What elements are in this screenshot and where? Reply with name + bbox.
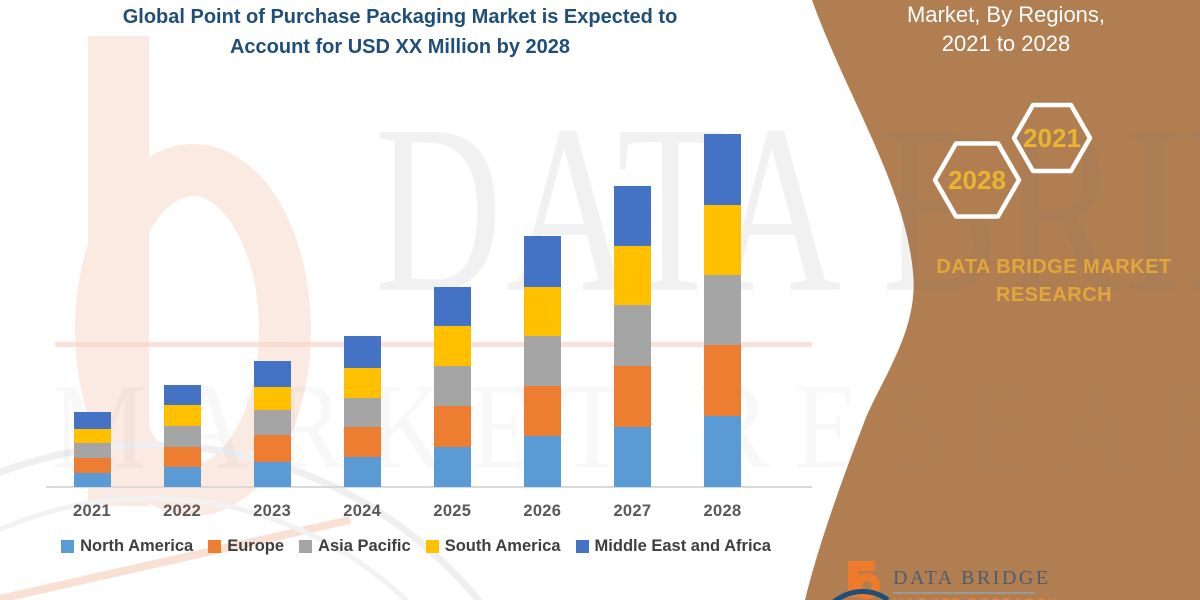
x-axis-label-2023: 2023 [253,502,292,520]
chart-title-line1: Global Point of Purchase Packaging Marke… [122,6,678,28]
legend-swatch [208,540,222,553]
legend-label: Europe [227,537,285,555]
legend-swatch [61,540,75,553]
footer-brand-text: DATA BRIDGE [893,567,1051,589]
x-axis-label-2028: 2028 [703,502,742,520]
legend-item-europe: Europe [208,537,284,556]
bar-segment-asia-pacific-2022 [163,426,201,447]
x-axis-line [46,486,812,488]
legend-swatch [425,540,439,553]
panel-brand-line1: DATA BRIDGE MARKET [936,256,1172,278]
bar-segment-middle-east-and-africa-2021 [73,412,111,429]
footer-logo-b-stem [848,561,859,597]
bar-segment-middle-east-and-africa-2027 [613,186,651,246]
footer-brand-underline [893,592,1035,594]
bar-segment-asia-pacific-2027 [613,305,651,366]
bar-segment-europe-2028 [704,345,741,416]
bar-segment-asia-pacific-2026 [523,336,561,386]
bar-segment-south-america-2028 [704,205,741,275]
bar-segment-north-america-2022 [163,467,201,487]
bar-segment-north-america-2023 [253,462,291,487]
legend-swatch [575,540,589,553]
bar-segment-north-america-2028 [704,416,741,487]
legend-swatch [299,540,313,553]
bar-segment-middle-east-and-africa-2028 [704,134,741,205]
legend-label: South America [444,537,561,555]
panel-brand-line2: RESEARCH [995,284,1113,306]
bar-segment-south-america-2026 [523,287,561,336]
footer-sub-text: MARKET RESEARCH [893,596,1060,600]
x-axis-label-2026: 2026 [523,502,562,520]
bar-segment-asia-pacific-2025 [433,366,471,406]
x-axis-label-2024: 2024 [343,502,382,520]
legend-label: North America [80,537,194,555]
bar-segment-asia-pacific-2023 [253,410,291,435]
bar-segment-north-america-2027 [613,427,651,487]
bar-segment-europe-2022 [163,447,201,467]
bar-segment-south-america-2023 [253,387,291,410]
bar-segment-middle-east-and-africa-2023 [253,361,291,387]
bar-segment-europe-2021 [73,458,111,473]
bar-segment-south-america-2022 [163,405,201,426]
footer-logo-b-bowl [854,573,880,599]
legend-item-north-america: North America [61,537,193,556]
legend-item-asia-pacific: Asia Pacific [299,537,411,556]
chart-title: Global Point of Purchase Packaging Marke… [30,2,770,62]
footer-logo-swoosh [832,588,890,600]
bar-segment-south-america-2024 [343,368,381,398]
bar-segment-middle-east-and-africa-2022 [163,385,201,405]
bar-segment-europe-2024 [343,427,381,457]
bar-segment-north-america-2026 [523,436,561,487]
bar-segment-north-america-2021 [73,473,111,487]
panel-heading-line1: Market, By Regions, [906,2,1106,27]
bar-segment-north-america-2025 [433,447,471,487]
bar-segment-asia-pacific-2021 [73,443,111,458]
bar-segment-europe-2023 [253,435,291,462]
bar-segment-middle-east-and-africa-2025 [433,287,471,326]
footer-logo-b-top [848,561,875,571]
bar-segment-south-america-2021 [73,429,111,443]
x-axis-label-2021: 2021 [73,502,111,520]
x-axis-label-2027: 2027 [613,502,652,520]
bar-segment-europe-2027 [613,366,651,427]
chart-title-line2: Account for USD XX Million by 2028 [229,36,571,58]
hexagon-2028-year: 2028 [948,165,1006,195]
bar-segment-north-america-2024 [343,457,381,487]
bar-segment-middle-east-and-africa-2024 [343,336,381,368]
panel-heading-line2: 2021 to 2028 [941,31,1071,56]
bar-segment-europe-2025 [433,406,471,447]
legend-label: Asia Pacific [318,537,411,555]
bar-segment-asia-pacific-2028 [704,275,741,345]
legend-label: Middle East and Africa [594,537,771,555]
bar-segment-south-america-2027 [613,246,651,305]
bar-segment-asia-pacific-2024 [343,398,381,427]
bar-segment-middle-east-and-africa-2026 [523,236,561,287]
bar-segment-europe-2026 [523,386,561,436]
x-axis-label-2025: 2025 [433,502,472,520]
legend-item-south-america: South America [425,537,561,556]
panel-heading: Market, By Regions, 2021 to 2028 [810,0,1200,58]
bar-segment-south-america-2025 [433,326,471,366]
legend-item-middle-east-and-africa: Middle East and Africa [575,537,771,556]
panel-brand-text: DATA BRIDGE MARKET RESEARCH [908,253,1200,309]
hexagon-2021-year: 2021 [1023,123,1081,153]
x-axis-label-2022: 2022 [163,502,202,520]
chart-legend: North America Europe Asia Pacific South Ame… [44,537,788,556]
brown-panel-path [805,0,1200,600]
